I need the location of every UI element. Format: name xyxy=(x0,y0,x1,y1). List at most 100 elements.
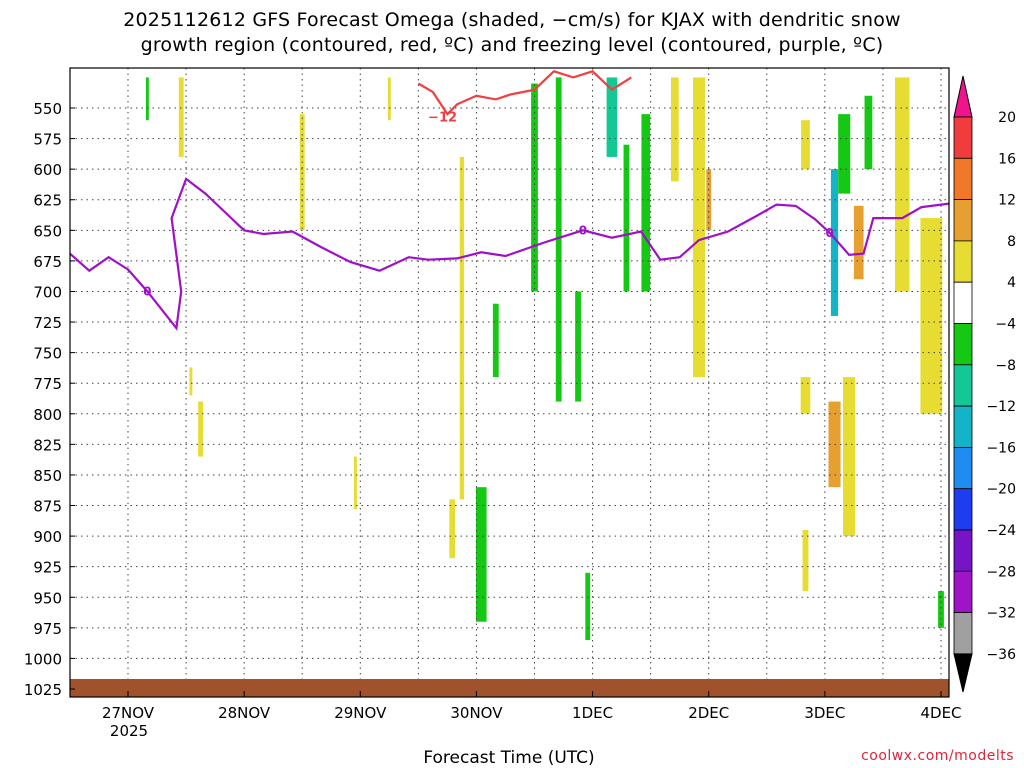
omega-cell xyxy=(938,591,944,628)
y-tick-label: 1025 xyxy=(24,681,62,699)
omega-cell xyxy=(830,169,839,316)
surface-terrain xyxy=(70,679,949,697)
plot-clip-group: 0 0 0 0 −12 xyxy=(0,68,949,697)
chart-title-line-2: growth region (contoured, red, ºC) and f… xyxy=(141,34,884,56)
dgz-contour-line xyxy=(417,70,632,116)
y-tick-label: 675 xyxy=(33,253,62,271)
omega-cell xyxy=(198,401,204,457)
omega-cell xyxy=(623,144,630,292)
y-tick-label: 975 xyxy=(33,620,62,638)
y-tick-label: 750 xyxy=(33,345,62,363)
omega-cell xyxy=(606,77,618,157)
freezing-level-label: 0 xyxy=(579,223,587,237)
colorbar-label: −12 xyxy=(986,399,1016,415)
y-tick-label: 950 xyxy=(33,589,62,607)
colorbar-label: 20 xyxy=(998,110,1016,126)
x-tick-label: 3DEC xyxy=(804,704,845,722)
y-tick-label: 800 xyxy=(33,406,62,424)
y-axis-tick-labels: 550 575 600 625 650 675 700 725 750 775 800 825 850 8… xyxy=(24,100,75,699)
dgz-contour-label: −12 xyxy=(428,110,457,125)
freezing-level-label: 0 xyxy=(0,207,2,221)
omega-cell xyxy=(641,114,651,292)
colorbar-swatch xyxy=(953,446,973,490)
omega-cell xyxy=(475,487,487,622)
freezing-level-line xyxy=(70,177,949,331)
x-axis-year-label: 2025 xyxy=(110,722,148,740)
omega-cell xyxy=(145,77,149,121)
omega-cell xyxy=(864,95,873,170)
omega-cell xyxy=(531,83,538,292)
y-tick-label: 550 xyxy=(33,100,62,118)
y-tick-label: 875 xyxy=(33,498,62,516)
omega-cell xyxy=(178,77,184,157)
colorbar-label: 4 xyxy=(1007,275,1016,291)
colorbar-label: −4 xyxy=(995,317,1016,333)
omega-cell xyxy=(843,377,856,537)
colorbar-label: −36 xyxy=(986,647,1016,663)
colorbar-swatch xyxy=(953,612,973,655)
omega-cell xyxy=(920,218,943,414)
omega-cell xyxy=(800,377,811,414)
colorbar-label: −28 xyxy=(986,564,1016,580)
colorbar: 20 16 12 8 4 −4 −8 −12 −16 −20 −24 −28 −32 −36 xyxy=(953,75,1016,693)
x-axis-tick-labels: 27NOV 28NOV 29NOV 30NOV 1DEC 2DEC 3DEC 4DEC xyxy=(102,691,962,722)
freezing-level-label: 0 xyxy=(143,284,151,298)
omega-cell xyxy=(692,77,706,378)
y-tick-label: 700 xyxy=(33,283,62,301)
colorbar-swatch xyxy=(953,529,973,572)
plot-frame xyxy=(69,67,950,698)
omega-cell xyxy=(555,77,562,402)
omega-cell xyxy=(670,77,679,182)
colorbar-swatch xyxy=(953,116,973,159)
colorbar-top-arrow xyxy=(953,75,973,118)
colorbar-swatch xyxy=(953,570,973,613)
omega-cell xyxy=(802,529,809,592)
omega-cell xyxy=(895,77,910,292)
colorbar-swatch xyxy=(953,488,973,531)
y-tick-label: 650 xyxy=(33,222,62,240)
y-tick-label: 775 xyxy=(33,375,62,393)
x-tick-label: 2DEC xyxy=(688,704,729,722)
x-tick-label: 28NOV xyxy=(218,704,271,722)
colorbar-label: −8 xyxy=(995,358,1016,374)
credit-link[interactable]: coolwx.com/modelts xyxy=(861,748,1014,764)
x-axis-title: Forecast Time (UTC) xyxy=(423,748,594,768)
y-tick-label: 575 xyxy=(33,131,62,149)
colorbar-swatch xyxy=(953,240,973,283)
omega-cell xyxy=(387,77,391,121)
colorbar-label: 16 xyxy=(998,151,1016,167)
colorbar-swatch xyxy=(953,323,973,366)
freezing-level-label: 0 xyxy=(826,226,834,240)
omega-cell xyxy=(299,114,305,231)
colorbar-label: −24 xyxy=(986,523,1016,539)
omega-cell xyxy=(449,499,456,559)
omega-cell xyxy=(838,114,851,194)
colorbar-label: −32 xyxy=(986,606,1016,622)
plot-area: 0 0 0 0 −12 xyxy=(0,68,949,697)
colorbar-label: 8 xyxy=(1007,234,1016,250)
x-tick-label: 30NOV xyxy=(450,704,503,722)
colorbar-bottom-arrow xyxy=(953,653,973,693)
y-tick-label: 625 xyxy=(33,192,62,210)
y-tick-label: 725 xyxy=(33,314,62,332)
colorbar-label: 12 xyxy=(998,193,1016,209)
colorbar-swatch xyxy=(953,281,973,324)
omega-cell xyxy=(459,156,465,500)
y-tick-label: 925 xyxy=(33,559,62,577)
colorbar-swatch xyxy=(953,157,973,201)
grid xyxy=(70,68,949,697)
y-tick-label: 850 xyxy=(33,467,62,485)
y-tick-label: 900 xyxy=(33,528,62,546)
x-tick-label: 29NOV xyxy=(334,704,387,722)
colorbar-swatch xyxy=(953,199,973,242)
omega-cell xyxy=(353,456,357,510)
colorbar-swatch xyxy=(953,405,973,448)
omega-cell xyxy=(801,120,810,170)
colorbar-label: −20 xyxy=(986,482,1016,498)
y-tick-label: 1000 xyxy=(24,650,62,668)
omega-cell xyxy=(853,205,864,280)
y-tick-label: 600 xyxy=(33,161,62,179)
omega-cell xyxy=(575,291,581,402)
omega-cell xyxy=(492,303,499,378)
